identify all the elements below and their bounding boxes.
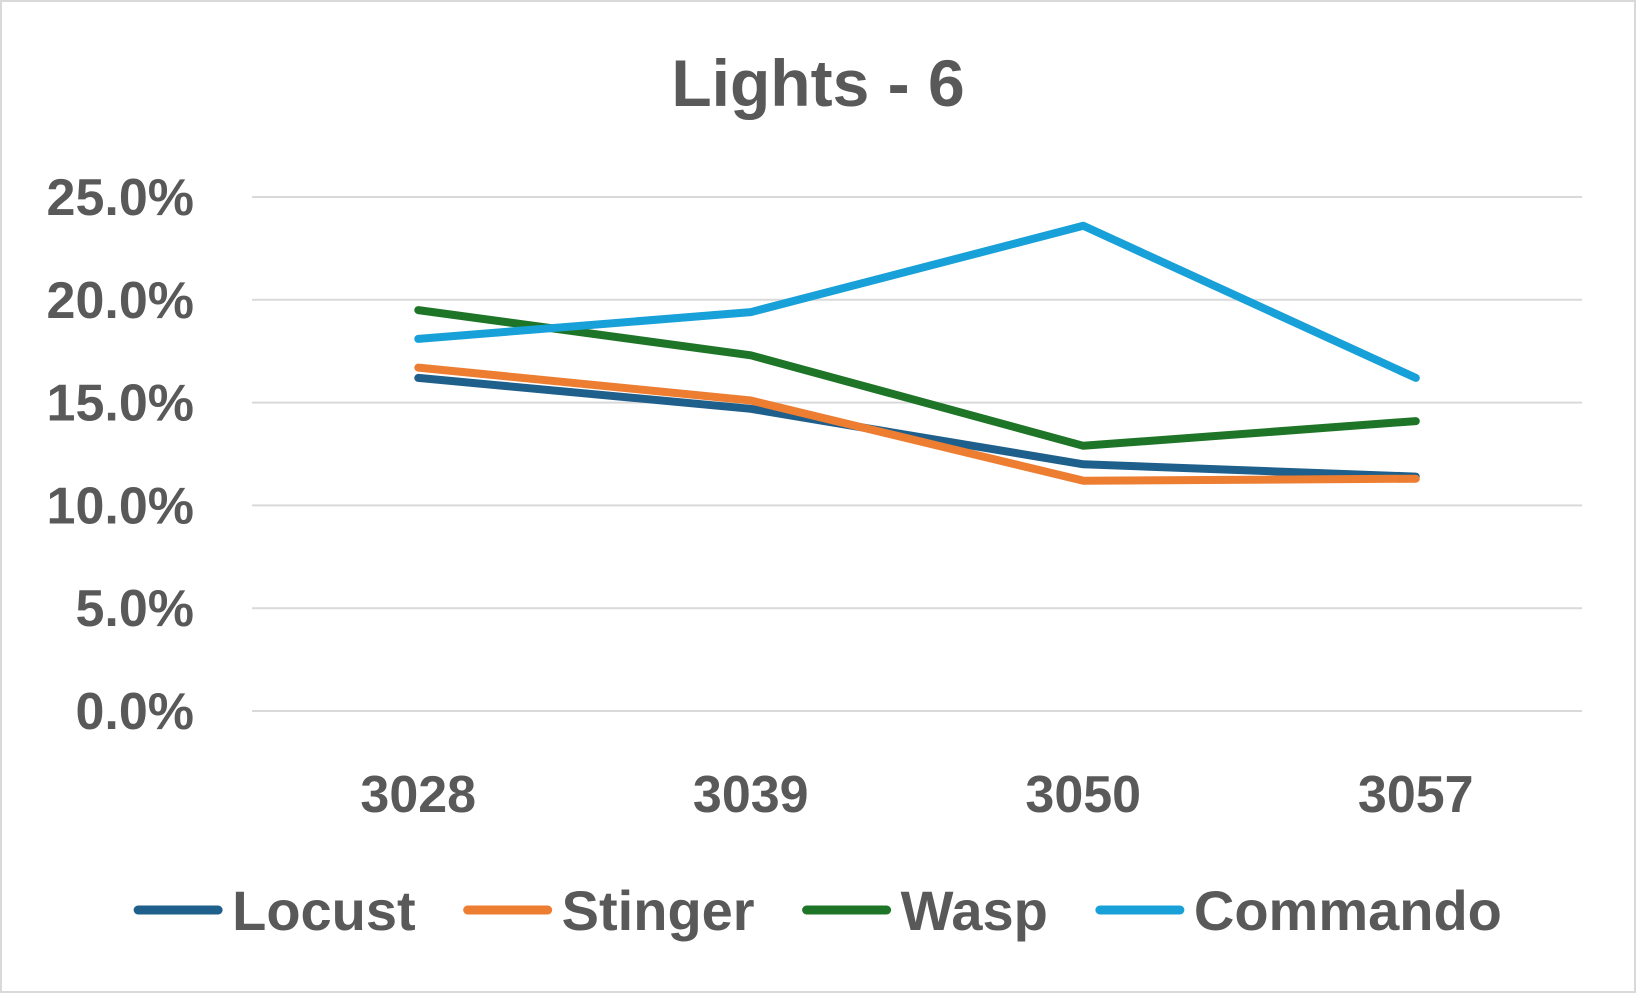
data-point-commando <box>1414 376 1417 379</box>
y-tick-label: 15.0% <box>47 375 194 433</box>
x-axis-tick-labels: 3028 3039 3050 3057 <box>360 766 1473 824</box>
series-line-stinger <box>414 363 1420 485</box>
legend-label-commando: Commando <box>1194 879 1502 942</box>
x-tick-label: 3039 <box>693 766 809 824</box>
data-point-stinger <box>1082 479 1085 482</box>
legend-label-wasp: Wasp <box>901 879 1048 942</box>
data-point-wasp <box>1082 444 1085 447</box>
data-point-stinger <box>1414 477 1417 480</box>
series-line-wasp <box>414 306 1420 450</box>
series-line-commando <box>414 221 1420 382</box>
series-line-locust <box>414 373 1420 481</box>
data-point-stinger <box>749 399 752 402</box>
data-point-stinger <box>417 366 420 369</box>
y-axis-tick-labels: 0.0% 5.0% 10.0% 15.0% 20.0% 25.0% <box>47 169 194 741</box>
x-tick-label: 3057 <box>1358 766 1474 824</box>
y-tick-label: 5.0% <box>75 580 194 638</box>
y-tick-label: 25.0% <box>47 169 194 227</box>
series-lines <box>414 221 1420 485</box>
legend-label-stinger: Stinger <box>562 879 755 942</box>
data-point-wasp <box>1414 420 1417 423</box>
data-point-commando <box>417 337 420 340</box>
y-tick-label: 0.0% <box>75 683 194 741</box>
data-point-commando <box>749 311 752 314</box>
data-point-locust <box>1082 463 1085 466</box>
gridlines <box>252 196 1582 712</box>
data-point-wasp <box>417 309 420 312</box>
data-point-wasp <box>749 354 752 357</box>
y-tick-label: 10.0% <box>47 477 194 535</box>
legend: Locust Stinger Wasp Commando <box>133 879 1502 942</box>
legend-label-locust: Locust <box>232 879 416 942</box>
data-point-locust <box>749 407 752 410</box>
x-tick-label: 3050 <box>1025 766 1141 824</box>
x-tick-label: 3028 <box>360 766 476 824</box>
data-point-locust <box>417 376 420 379</box>
y-tick-label: 20.0% <box>47 272 194 330</box>
data-point-commando <box>1082 224 1085 227</box>
chart-title: Lights - 6 <box>671 46 964 120</box>
